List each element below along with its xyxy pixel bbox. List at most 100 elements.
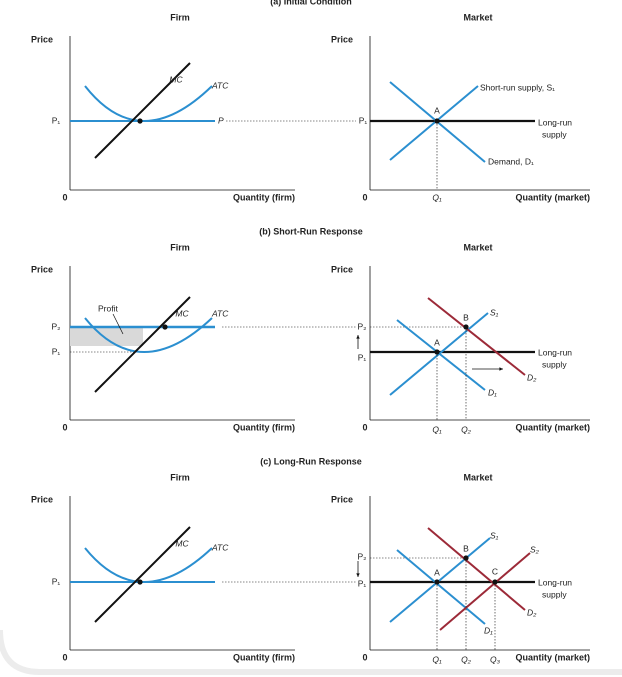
panel-heading: Firm: [170, 242, 190, 252]
origin-label: 0: [62, 192, 67, 202]
label: B: [463, 543, 469, 553]
arrow-head: [499, 367, 503, 371]
axis-label: Quantity (market): [515, 422, 590, 432]
mc-curve: [94, 62, 191, 159]
axis-label: Price: [331, 34, 353, 44]
demand-curve: [396, 319, 486, 391]
origin-label: 0: [62, 652, 67, 662]
label: C: [492, 566, 498, 576]
label: Q₂: [461, 654, 472, 664]
label: Profit: [98, 303, 118, 313]
point: [492, 579, 498, 585]
arrow-head: [356, 335, 360, 339]
new-supply-curve: [439, 552, 531, 631]
axis-label: Quantity (firm): [233, 422, 295, 432]
origin-label: 0: [362, 422, 367, 432]
label: Q₂: [461, 424, 472, 434]
axis-label: Quantity (market): [515, 652, 590, 662]
atc-curve: [84, 85, 213, 122]
label: S₂: [530, 544, 540, 554]
label: P₁: [358, 578, 367, 588]
label: A: [434, 567, 440, 577]
origin-label: 0: [362, 192, 367, 202]
axis-label: Price: [331, 264, 353, 274]
label: Short-run supply, S₁: [480, 82, 555, 92]
panel-title: (a) Initial Condition: [270, 0, 352, 6]
point: [463, 555, 469, 561]
axis-label: Price: [31, 494, 53, 504]
short-run-supply: [389, 537, 491, 623]
label: Demand, D₁: [488, 156, 534, 166]
label: MC: [175, 308, 189, 318]
label: Long-run: [538, 577, 572, 587]
label: supply: [542, 129, 567, 139]
frame-edge: [0, 629, 622, 675]
panel-title: (b) Short-Run Response: [259, 226, 363, 236]
profit-area: [70, 327, 143, 346]
point: [434, 579, 440, 585]
new-demand-curve: [427, 527, 526, 611]
panel-heading: Firm: [170, 12, 190, 22]
label: Q₁: [432, 192, 442, 202]
label: P₁: [52, 115, 61, 125]
label: P₁: [359, 115, 368, 125]
label: P₂: [52, 321, 61, 331]
panel-heading: Market: [463, 242, 492, 252]
point: [137, 579, 143, 585]
label: MC: [169, 74, 183, 84]
label: P₂: [358, 551, 367, 561]
label: Long-run: [538, 347, 572, 357]
label: P₁: [52, 576, 61, 586]
label: ATC: [211, 308, 229, 318]
axis-label: Price: [31, 264, 53, 274]
arrow-head: [356, 573, 360, 577]
label: P: [218, 115, 224, 125]
label: S₁: [490, 307, 499, 317]
label: D₂: [527, 607, 537, 617]
label: Long-run: [538, 117, 572, 127]
point: [434, 118, 440, 124]
panel-heading: Market: [463, 472, 492, 482]
point: [137, 118, 143, 124]
axis-label: Quantity (firm): [233, 192, 295, 202]
label: supply: [542, 359, 567, 369]
origin-label: 0: [362, 652, 367, 662]
panel-heading: Market: [463, 12, 492, 22]
label: D₂: [527, 372, 537, 382]
label: MC: [175, 538, 189, 548]
short-run-supply: [389, 85, 479, 161]
point: [463, 324, 469, 330]
point: [434, 349, 440, 355]
mc-curve: [94, 296, 191, 393]
panel-title: (c) Long-Run Response: [260, 456, 362, 466]
atc-curve: [84, 317, 213, 353]
label: Q₁: [432, 424, 442, 434]
axis-label: Quantity (firm): [233, 652, 295, 662]
mc-curve: [94, 526, 191, 623]
label: P₂: [358, 321, 367, 331]
new-demand-curve: [427, 297, 526, 376]
atc-curve: [84, 547, 213, 583]
origin-label: 0: [62, 422, 67, 432]
label: ATC: [211, 542, 229, 552]
axis-label: Price: [31, 34, 53, 44]
pointer-line: [112, 313, 124, 335]
point: [162, 324, 168, 330]
label: supply: [542, 589, 567, 599]
label: A: [434, 105, 440, 115]
panel-heading: Firm: [170, 472, 190, 482]
label: Q₁: [432, 654, 442, 664]
label: D₁: [484, 625, 493, 635]
label: S₁: [490, 530, 499, 540]
demand-curve: [396, 549, 486, 625]
label: A: [434, 337, 440, 347]
label: ATC: [211, 80, 229, 90]
label: P₁: [52, 346, 61, 356]
axis-label: Quantity (market): [515, 192, 590, 202]
label: Q₃: [490, 654, 501, 664]
label: B: [463, 312, 469, 322]
label: D₁: [488, 387, 497, 397]
label: P₁: [358, 352, 367, 362]
axis-label: Price: [331, 494, 353, 504]
